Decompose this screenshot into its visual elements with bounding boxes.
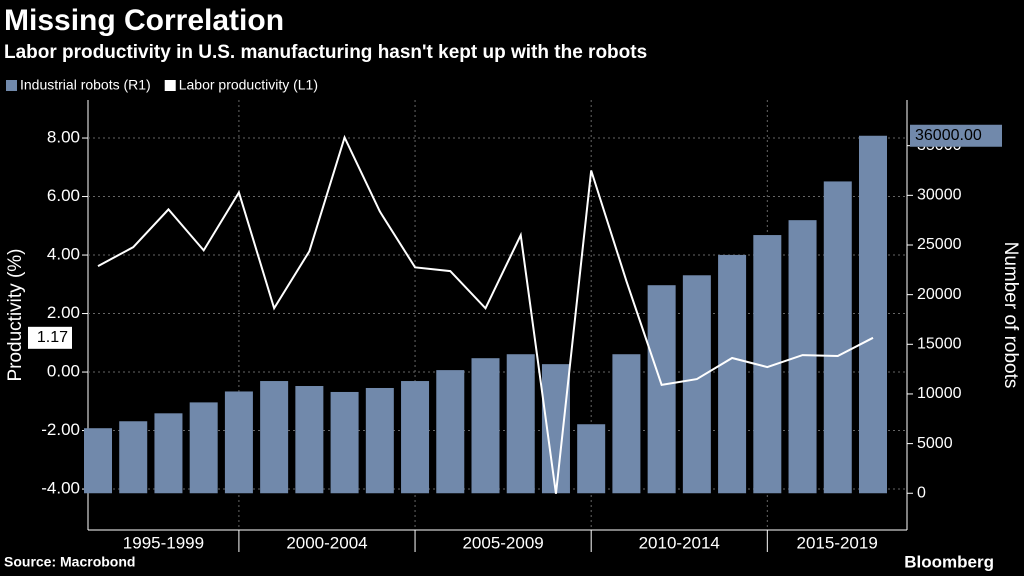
bar bbox=[788, 220, 817, 494]
y-tick-label: 6.00 bbox=[47, 186, 80, 205]
y-tick-label: 8.00 bbox=[47, 128, 80, 147]
line bbox=[97, 134, 874, 494]
y-tick-label: 2.00 bbox=[47, 303, 80, 322]
y2-tick-label: 25000 bbox=[917, 236, 962, 253]
value-label: 1.17 bbox=[37, 329, 68, 346]
x-group-label: 2005-2009 bbox=[462, 533, 543, 552]
brand: Bloomberg bbox=[904, 552, 994, 571]
bar bbox=[295, 386, 324, 494]
bar bbox=[365, 387, 394, 494]
y2-tick-label: 15000 bbox=[917, 336, 962, 353]
bar bbox=[436, 370, 465, 494]
y2-axis-title: Number of robots bbox=[1000, 242, 1021, 389]
bar bbox=[612, 354, 641, 494]
x-group-label: 1995-1999 bbox=[123, 533, 204, 552]
bar bbox=[260, 381, 289, 494]
chart-subtitle: Labor productivity in U.S. manufacturing… bbox=[4, 42, 647, 63]
bar bbox=[119, 421, 148, 494]
x-group-label: 2015-2019 bbox=[797, 533, 878, 552]
bar bbox=[84, 428, 112, 494]
y2-tick-label: 0 bbox=[917, 484, 926, 501]
legend-swatch bbox=[164, 80, 176, 91]
y-tick-label: 0.00 bbox=[47, 362, 80, 381]
value-label: 36000.00 bbox=[915, 127, 982, 144]
y-tick-label: -4.00 bbox=[41, 479, 80, 498]
bar bbox=[577, 424, 606, 494]
legend-label: Labor productivity (L1) bbox=[179, 77, 318, 93]
bar bbox=[682, 275, 711, 494]
y-tick-label: 4.00 bbox=[47, 245, 80, 264]
legend-label: Industrial robots (R1) bbox=[20, 77, 151, 93]
y2-tick-label: 30000 bbox=[917, 187, 962, 204]
bar bbox=[189, 402, 218, 494]
y-tick-label: -2.00 bbox=[41, 420, 80, 439]
bar bbox=[154, 413, 183, 494]
bar bbox=[330, 391, 359, 494]
x-group-label: 2010-2014 bbox=[639, 533, 720, 552]
bar bbox=[401, 381, 430, 494]
x-group-label: 2000-2004 bbox=[286, 533, 367, 552]
y2-tick-label: 20000 bbox=[917, 286, 962, 303]
chart-title: Missing Correlation bbox=[4, 4, 284, 37]
bar bbox=[506, 354, 535, 494]
bar bbox=[823, 181, 852, 494]
bar bbox=[859, 135, 887, 494]
bar bbox=[471, 358, 500, 494]
source: Source: Macrobond bbox=[4, 554, 135, 570]
value-label-box bbox=[910, 124, 1002, 147]
y-axis-title: Productivity (%) bbox=[5, 248, 26, 381]
bar bbox=[224, 391, 253, 494]
y2-tick-label: 5000 bbox=[917, 435, 953, 452]
bar bbox=[647, 285, 676, 494]
y2-tick-label: 10000 bbox=[917, 385, 962, 402]
value-label-box bbox=[28, 326, 72, 349]
legend-swatch bbox=[6, 80, 17, 91]
bar bbox=[718, 254, 747, 494]
